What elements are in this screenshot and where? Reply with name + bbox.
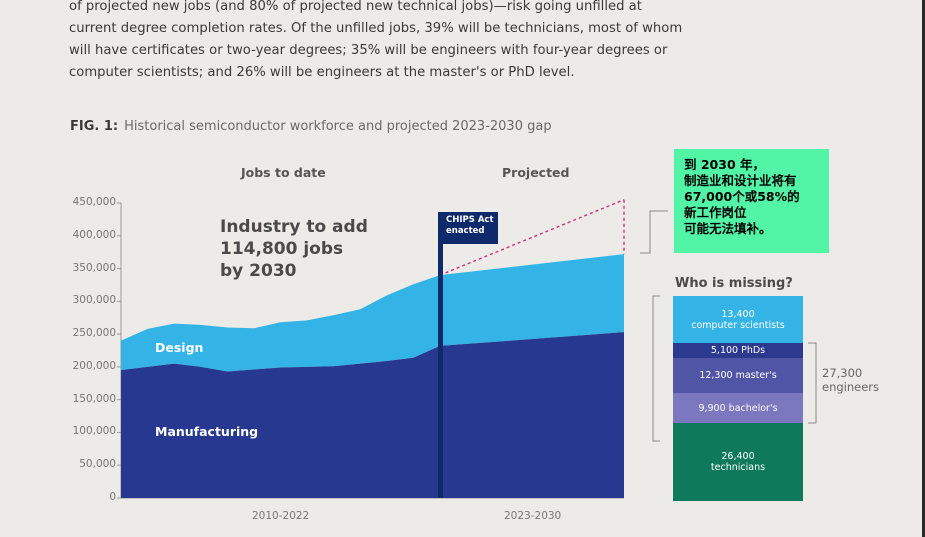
chips-act-line: CHIPS Act	[446, 215, 494, 225]
engineers-bracket	[808, 342, 817, 424]
y-tick-label: 200,000	[72, 359, 116, 372]
callout-line: 可能无法填补。	[684, 221, 772, 236]
section-header-projected: Projected	[502, 165, 570, 180]
segment-bachelors: 9,900 bachelor's	[673, 393, 803, 423]
callout-line: 67,000个或58%的	[684, 189, 800, 204]
y-tick-label: 0	[109, 491, 116, 503]
series-label-design: Design	[155, 340, 204, 355]
manufacturing-area-projected	[440, 332, 624, 498]
chips-act-line: enacted	[446, 226, 485, 236]
section-header-jobs-to-date: Jobs to date	[241, 165, 326, 180]
body-line: current degree completion rates. Of the …	[69, 21, 683, 36]
segment-computer-scientists: 13,400 computer scientists	[673, 296, 803, 343]
annotation-line: by 2030	[220, 261, 297, 281]
x-label-historical: 2010-2022	[252, 510, 310, 522]
callout-line: 到 2030 年，	[684, 157, 765, 172]
segment-label: technicians	[710, 462, 766, 473]
y-tick-label: 100,000	[72, 425, 116, 438]
segment-masters: 12,300 master's	[673, 358, 803, 393]
y-tick-label: 250,000	[72, 327, 116, 340]
design-area-historical	[121, 275, 440, 372]
who-is-missing-title: Who is missing?	[675, 276, 793, 291]
body-line: will have certificates or two-year degre…	[69, 43, 668, 58]
y-tick-label: 150,000	[72, 392, 116, 405]
callout-line: 制造业和设计业将有	[684, 173, 797, 188]
body-line: of projected new jobs (and 80% of projec…	[69, 0, 642, 14]
series-label-manufacturing: Manufacturing	[155, 424, 259, 439]
manufacturing-area-historical	[121, 345, 440, 498]
segment-label: computer scientists	[691, 319, 785, 331]
chart-annotation: Industry to add 114,800 jobs by 2030	[220, 216, 368, 282]
segment-technicians: 26,400 technicians	[673, 423, 803, 501]
y-tick-label: 450,000	[72, 196, 116, 208]
segment-value: 12,300 master's	[699, 370, 777, 381]
annotation-line: 114,800 jobs	[220, 239, 344, 259]
y-tick-label: 300,000	[72, 294, 116, 307]
screen-edge	[922, 0, 925, 537]
y-tick-label: 50,000	[79, 458, 116, 471]
y-tick-label: 400,000	[72, 228, 116, 241]
chinese-callout-box: 到 2030 年， 制造业和设计业将有 67,000个或58%的 新工作岗位 可…	[674, 149, 829, 253]
figure-title: FIG. 1: Historical semiconductor workforc…	[70, 119, 552, 134]
segment-value: 9,900 bachelor's	[698, 402, 778, 414]
engineers-total-caption: engineers	[822, 380, 880, 394]
engineers-total-label: 27,300 engineers	[822, 366, 879, 394]
chips-act-marker	[438, 212, 443, 498]
figure-label: FIG. 1:	[70, 119, 119, 134]
segment-value: 13,400	[721, 308, 755, 320]
body-paragraph: of projected new jobs (and 80% of projec…	[69, 0, 683, 84]
x-label-projected: 2023-2030	[504, 510, 562, 522]
segment-phds: 5,100 PhDs	[673, 343, 803, 358]
gap-bracket-top	[640, 210, 668, 254]
design-area-projected	[440, 254, 624, 346]
segment-value: 26,400	[721, 451, 755, 462]
callout-line: 新工作岗位	[684, 205, 747, 220]
gap-bracket-left	[652, 295, 660, 442]
y-tick-label: 350,000	[72, 261, 116, 274]
engineers-total-value: 27,300	[822, 366, 863, 380]
figure-title-text: Historical semiconductor workforce and p…	[124, 119, 552, 134]
chips-act-label: CHIPS Act enacted	[442, 212, 498, 244]
body-line: computer scientists; and 26% will be eng…	[69, 65, 575, 80]
annotation-line: Industry to add	[220, 217, 368, 237]
segment-value: 5,100 PhDs	[710, 345, 766, 356]
